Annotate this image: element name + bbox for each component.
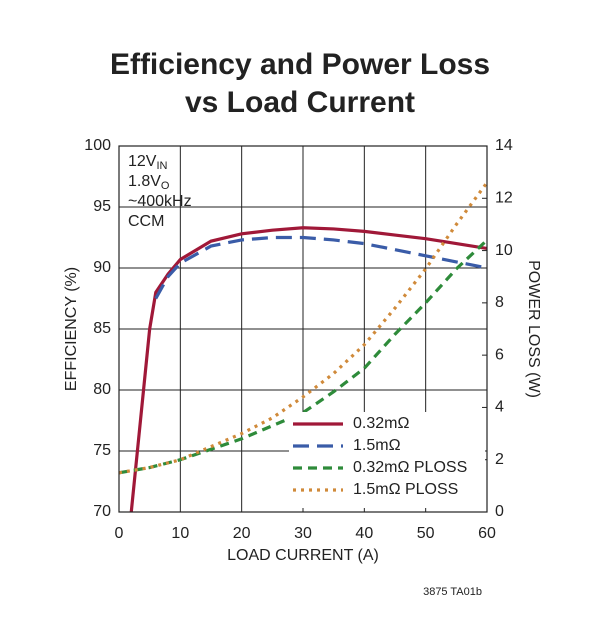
x-tick-label: 60	[478, 525, 496, 542]
y-tick-label: 80	[93, 381, 111, 398]
annotation-text: 12V	[128, 153, 157, 170]
annotation-subscript: IN	[156, 160, 167, 172]
annotation-text: ~400kHz	[128, 193, 192, 210]
y2-tick-label: 4	[495, 399, 504, 416]
y2-tick-label: 0	[495, 503, 504, 520]
y-tick-label: 70	[93, 503, 111, 520]
y2-tick-label: 2	[495, 451, 504, 468]
annotation-subscript: O	[161, 180, 170, 192]
chart-title: vs Load Current	[185, 86, 415, 119]
y-axis-label: EFFICIENCY (%)	[63, 267, 80, 391]
x-axis-label: LOAD CURRENT (A)	[227, 547, 379, 564]
y-tick-label: 100	[84, 137, 111, 154]
y2-tick-label: 8	[495, 294, 504, 311]
y2-tick-label: 12	[495, 190, 513, 207]
series-line	[154, 235, 487, 300]
y-tick-label: 85	[93, 320, 111, 337]
plot-frame	[118, 145, 488, 513]
series-line	[119, 238, 487, 475]
y2-tick-label: 14	[495, 137, 513, 154]
legend-label: 1.5mΩ PLOSS	[353, 481, 458, 498]
x-tick-label: 20	[233, 525, 251, 542]
x-tick-label: 40	[355, 525, 373, 542]
x-tick-label: 0	[115, 525, 124, 542]
chart-title: Efficiency and Power Loss	[110, 48, 490, 81]
annotation: 12VIN 1.8VO ~400kHz CCM	[128, 153, 192, 230]
annotation-text: 1.8V	[128, 173, 161, 190]
legend-background	[289, 412, 485, 508]
legend-label: 0.32mΩ PLOSS	[353, 459, 467, 476]
series-line	[129, 226, 487, 512]
y-tick-label: 75	[93, 442, 111, 459]
x-tick-label: 10	[171, 525, 189, 542]
y2-axis-label: POWER LOSS (W)	[525, 260, 542, 398]
legend-label: 1.5mΩ	[353, 437, 401, 454]
footnote: 3875 TA01b	[423, 586, 482, 598]
x-tick-label: 50	[417, 525, 435, 542]
legend-label: 0.32mΩ	[353, 415, 409, 432]
y2-tick-label: 10	[495, 242, 513, 259]
y-tick-label: 95	[93, 198, 111, 215]
y2-tick-label: 6	[495, 346, 504, 363]
series-line	[119, 181, 487, 475]
annotation-text: CCM	[128, 213, 164, 230]
y-tick-label: 90	[93, 259, 111, 276]
x-tick-label: 30	[294, 525, 312, 542]
